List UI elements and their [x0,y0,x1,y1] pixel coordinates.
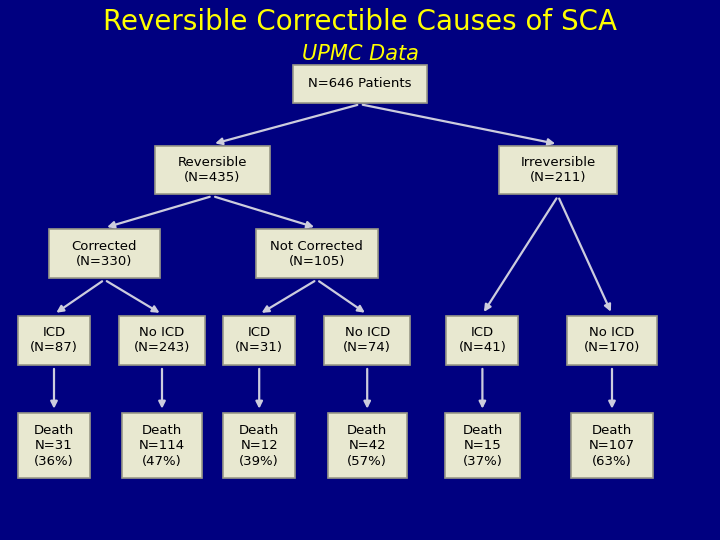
Text: Death
N=107
(63%): Death N=107 (63%) [589,423,635,468]
Text: ICD
(N=41): ICD (N=41) [459,326,506,354]
FancyBboxPatch shape [155,146,270,194]
Text: No ICD
(N=74): No ICD (N=74) [343,326,391,354]
FancyBboxPatch shape [328,413,407,478]
Text: Death
N=15
(37%): Death N=15 (37%) [462,423,503,468]
FancyBboxPatch shape [119,316,205,364]
Text: Irreversible
(N=211): Irreversible (N=211) [521,156,595,184]
FancyBboxPatch shape [18,413,90,478]
Text: Death
N=114
(47%): Death N=114 (47%) [139,423,185,468]
FancyBboxPatch shape [256,230,378,278]
Text: Death
N=31
(36%): Death N=31 (36%) [34,423,74,468]
FancyBboxPatch shape [571,413,654,478]
Text: Not Corrected
(N=105): Not Corrected (N=105) [271,240,363,268]
FancyBboxPatch shape [498,146,618,194]
FancyBboxPatch shape [18,316,90,364]
FancyBboxPatch shape [446,316,518,364]
FancyBboxPatch shape [48,230,160,278]
FancyBboxPatch shape [223,316,295,364]
FancyBboxPatch shape [223,413,295,478]
Text: Reversible Correctible Causes of SCA: Reversible Correctible Causes of SCA [103,8,617,36]
Text: Death
N=12
(39%): Death N=12 (39%) [239,423,279,468]
Text: ICD
(N=31): ICD (N=31) [235,326,283,354]
FancyBboxPatch shape [294,65,426,103]
Text: UPMC Data: UPMC Data [302,44,418,64]
Text: No ICD
(N=243): No ICD (N=243) [134,326,190,354]
Text: Death
N=42
(57%): Death N=42 (57%) [347,423,387,468]
FancyBboxPatch shape [122,413,202,478]
FancyBboxPatch shape [567,316,657,364]
FancyBboxPatch shape [324,316,410,364]
Text: Corrected
(N=330): Corrected (N=330) [72,240,137,268]
Text: ICD
(N=87): ICD (N=87) [30,326,78,354]
Text: Reversible
(N=435): Reversible (N=435) [178,156,247,184]
FancyBboxPatch shape [445,413,521,478]
Text: N=646 Patients: N=646 Patients [308,77,412,90]
Text: No ICD
(N=170): No ICD (N=170) [584,326,640,354]
